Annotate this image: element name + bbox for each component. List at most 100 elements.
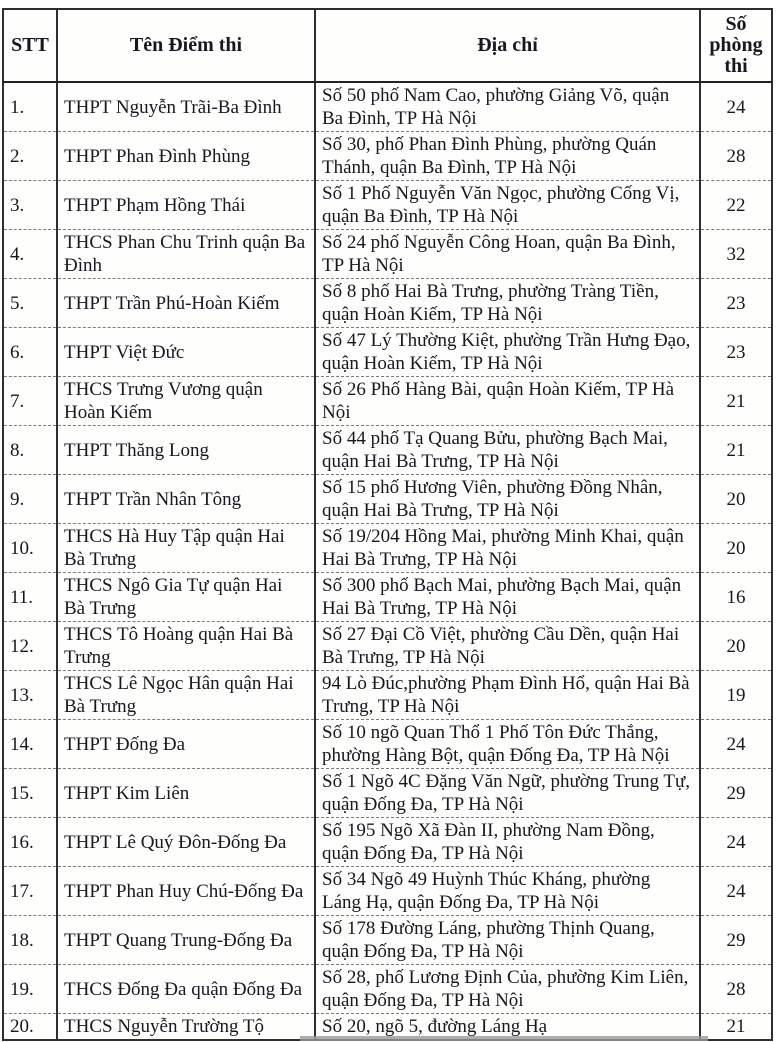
address-cell: Số 195 Ngõ Xã Đàn II, phường Nam Đồng, q… — [314, 817, 701, 867]
site-name-cell: THCS Hà Huy Tập quận Hai Bà Trưng — [56, 523, 316, 573]
row-number-cell: 4. — [2, 229, 58, 279]
row-number-cell: 3. — [2, 180, 58, 230]
row-number-cell: 6. — [2, 327, 58, 377]
site-name-cell: THPT Thăng Long — [56, 425, 316, 475]
header-row: STT Tên Điểm thi Địa chỉ Số phòng thi — [2, 8, 773, 83]
row-number-cell: 7. — [2, 376, 58, 426]
site-name-cell: THPT Phan Đình Phùng — [56, 131, 316, 181]
address-cell: Số 300 phố Bạch Mai, phường Bạch Mai, qu… — [314, 572, 701, 622]
table-row: 8. THPT Thăng Long Số 44 phố Tạ Quang Bửu,… — [2, 425, 773, 475]
room-count-cell: 24 — [699, 82, 773, 132]
row-number-cell: 1. — [2, 82, 58, 132]
site-name-cell: THPT Lê Quý Đôn-Đống Đa — [56, 817, 316, 867]
table-row: 3. THPT Phạm Hồng Thái Số 1 Phố Nguyễn Văn… — [2, 180, 773, 230]
row-number-cell: 9. — [2, 474, 58, 524]
header-rooms: Số phòng thi — [699, 8, 773, 83]
site-name-cell: THPT Kim Liên — [56, 768, 316, 818]
row-number-cell: 14. — [2, 719, 58, 769]
room-count-cell: 24 — [699, 866, 773, 916]
address-cell: Số 44 phố Tạ Quang Bửu, phường Bạch Mai,… — [314, 425, 701, 475]
row-number-cell: 8. — [2, 425, 58, 475]
room-count-cell: 29 — [699, 768, 773, 818]
address-cell: Số 178 Đường Láng, phường Thịnh Quang, q… — [314, 915, 701, 965]
site-name-cell: THPT Trần Nhân Tông — [56, 474, 316, 524]
row-number-cell: 15. — [2, 768, 58, 818]
room-count-cell: 24 — [699, 817, 773, 867]
table-header: STT Tên Điểm thi Địa chỉ Số phòng thi — [2, 8, 773, 83]
address-cell: Số 1 Ngõ 4C Đặng Văn Ngữ, phường Trung T… — [314, 768, 701, 818]
row-number-cell: 2. — [2, 131, 58, 181]
table-row: 14. THPT Đống Đa Số 10 ngõ Quan Thổ 1 Phố … — [2, 719, 773, 769]
address-cell: Số 8 phố Hai Bà Trưng, phường Tràng Tiền… — [314, 278, 701, 328]
address-cell: Số 1 Phố Nguyễn Văn Ngọc, phường Cống Vị… — [314, 180, 701, 230]
room-count-cell: 23 — [699, 278, 773, 328]
room-count-cell: 20 — [699, 523, 773, 573]
address-cell: Số 30, phố Phan Đình Phùng, phường Quán … — [314, 131, 701, 181]
table-row: 10. THCS Hà Huy Tập quận Hai Bà Trưng Số 1… — [2, 523, 773, 573]
site-name-cell: THPT Quang Trung-Đống Đa — [56, 915, 316, 965]
address-cell: Số 15 phố Hương Viên, phường Đồng Nhân, … — [314, 474, 701, 524]
table-row: 1. THPT Nguyễn Trãi-Ba Đình Số 50 phố Nam … — [2, 82, 773, 132]
row-number-cell: 10. — [2, 523, 58, 573]
room-count-cell: 21 — [699, 425, 773, 475]
site-name-cell: THPT Phạm Hồng Thái — [56, 180, 316, 230]
site-name-cell: THCS Phan Chu Trinh quận Ba Đình — [56, 229, 316, 279]
room-count-cell: 19 — [699, 670, 773, 720]
site-name-cell: THCS Lê Ngọc Hân quận Hai Bà Trưng — [56, 670, 316, 720]
site-name-cell: THCS Ngô Gia Tự quận Hai Bà Trưng — [56, 572, 316, 622]
row-number-cell: 5. — [2, 278, 58, 328]
room-count-cell: 20 — [699, 621, 773, 671]
site-name-cell: THCS Trưng Vương quận Hoàn Kiếm — [56, 376, 316, 426]
site-name-cell: THPT Đống Đa — [56, 719, 316, 769]
room-count-cell: 29 — [699, 915, 773, 965]
room-count-cell: 24 — [699, 719, 773, 769]
table-row: 18. THPT Quang Trung-Đống Đa Số 178 Đường … — [2, 915, 773, 965]
address-cell: Số 47 Lý Thường Kiệt, phường Trần Hưng Đ… — [314, 327, 701, 377]
scanned-document-page: STT Tên Điểm thi Địa chỉ Số phòng thi 1.… — [2, 8, 773, 1041]
table-row: 6. THPT Việt Đức Số 47 Lý Thường Kiệt, phư… — [2, 327, 773, 377]
site-name-cell: THCS Nguyễn Trường Tộ — [56, 1013, 316, 1041]
table-row: 9. THPT Trần Nhân Tông Số 15 phố Hương Viê… — [2, 474, 773, 524]
row-number-cell: 13. — [2, 670, 58, 720]
site-name-cell: THPT Trần Phú-Hoàn Kiếm — [56, 278, 316, 328]
address-cell: Số 28, phố Lương Định Của, phường Kim Li… — [314, 964, 701, 1014]
address-cell: Số 24 phố Nguyễn Công Hoan, quận Ba Đình… — [314, 229, 701, 279]
table-row: 13. THCS Lê Ngọc Hân quận Hai Bà Trưng 94 … — [2, 670, 773, 720]
header-stt: STT — [2, 8, 58, 83]
row-number-cell: 17. — [2, 866, 58, 916]
table-row: 5. THPT Trần Phú-Hoàn Kiếm Số 8 phố Hai Bà… — [2, 278, 773, 328]
scan-artifact-line — [300, 1036, 708, 1041]
room-count-cell: 16 — [699, 572, 773, 622]
address-cell: Số 50 phố Nam Cao, phường Giảng Võ, quận… — [314, 82, 701, 132]
header-address: Địa chỉ — [314, 8, 701, 83]
room-count-cell: 21 — [699, 376, 773, 426]
address-cell: Số 26 Phố Hàng Bài, quận Hoàn Kiếm, TP H… — [314, 376, 701, 426]
room-count-cell: 28 — [699, 131, 773, 181]
table-row: 15. THPT Kim Liên Số 1 Ngõ 4C Đặng Văn Ngữ… — [2, 768, 773, 818]
row-number-cell: 19. — [2, 964, 58, 1014]
address-cell: Số 19/204 Hồng Mai, phường Minh Khai, qu… — [314, 523, 701, 573]
address-cell: Số 27 Đại Cồ Việt, phường Cầu Dền, quận … — [314, 621, 701, 671]
room-count-cell: 32 — [699, 229, 773, 279]
row-number-cell: 11. — [2, 572, 58, 622]
site-name-cell: THCS Đống Đa quận Đống Đa — [56, 964, 316, 1014]
table-row: 17. THPT Phan Huy Chú-Đống Đa Số 34 Ngõ 49… — [2, 866, 773, 916]
room-count-cell: 28 — [699, 964, 773, 1014]
table-body: 1. THPT Nguyễn Trãi-Ba Đình Số 50 phố Nam … — [2, 82, 773, 1041]
row-number-cell: 20. — [2, 1013, 58, 1041]
address-cell: 94 Lò Đúc,phường Phạm Đình Hổ, quận Hai … — [314, 670, 701, 720]
room-count-cell: 20 — [699, 474, 773, 524]
row-number-cell: 16. — [2, 817, 58, 867]
room-count-cell: 22 — [699, 180, 773, 230]
address-cell: Số 34 Ngõ 49 Huỳnh Thúc Kháng, phường Lá… — [314, 866, 701, 916]
room-count-cell: 21 — [699, 1013, 773, 1041]
table-row: 19. THCS Đống Đa quận Đống Đa Số 28, phố L… — [2, 964, 773, 1014]
site-name-cell: THPT Nguyễn Trãi-Ba Đình — [56, 82, 316, 132]
address-cell: Số 10 ngõ Quan Thổ 1 Phố Tôn Đức Thắng, … — [314, 719, 701, 769]
table-row: 7. THCS Trưng Vương quận Hoàn Kiếm Số 26 P… — [2, 376, 773, 426]
row-number-cell: 18. — [2, 915, 58, 965]
room-count-cell: 23 — [699, 327, 773, 377]
site-name-cell: THCS Tô Hoàng quận Hai Bà Trưng — [56, 621, 316, 671]
site-name-cell: THPT Việt Đức — [56, 327, 316, 377]
table-row: 16. THPT Lê Quý Đôn-Đống Đa Số 195 Ngõ Xã … — [2, 817, 773, 867]
